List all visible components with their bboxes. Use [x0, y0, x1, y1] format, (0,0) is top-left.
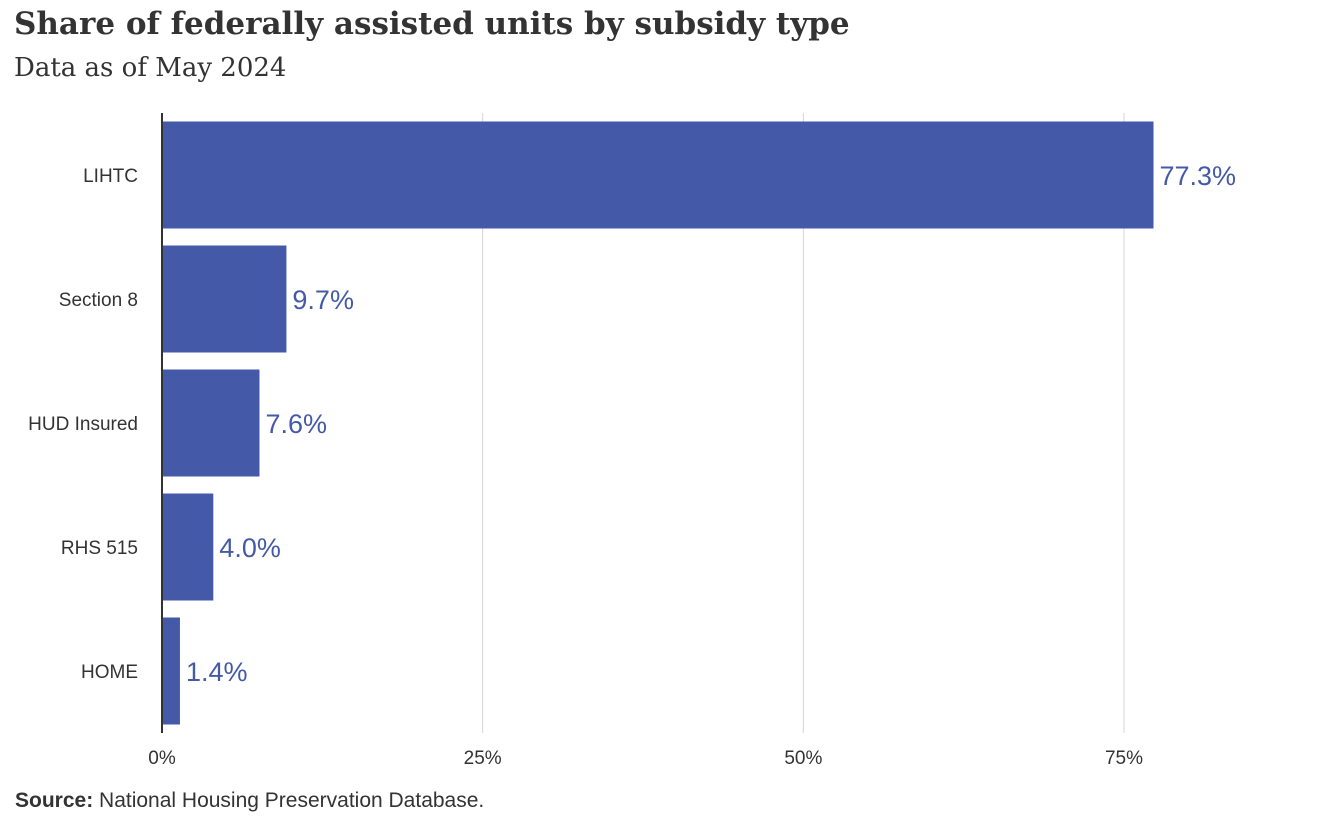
category-labels: LIHTC Section 8 HUD Insured RHS 515 HOME	[28, 166, 138, 683]
source-note: Source: National Housing Preservation Da…	[15, 789, 484, 813]
value-label: 4.0%	[219, 533, 281, 563]
value-label: 9.7%	[292, 285, 354, 315]
bars	[162, 121, 1154, 725]
x-tick-labels: 0% 25% 50% 75%	[148, 748, 1143, 769]
value-label: 7.6%	[265, 409, 327, 439]
category-label: Section 8	[59, 290, 138, 311]
category-label: RHS 515	[61, 538, 138, 559]
chart-title: Share of federally assisted units by sub…	[14, 6, 850, 42]
value-label: 1.4%	[186, 657, 248, 687]
chart-subtitle: Data as of May 2024	[14, 53, 287, 83]
value-labels: 77.3% 9.7% 7.6% 4.0% 1.4%	[186, 161, 1236, 687]
bar	[162, 493, 214, 601]
bar	[162, 369, 260, 477]
x-tick-label: 50%	[784, 748, 822, 769]
source-text: National Housing Preservation Database.	[93, 789, 485, 812]
x-tick-label: 25%	[464, 748, 502, 769]
bar	[162, 245, 287, 353]
x-tick-label: 0%	[148, 748, 176, 769]
x-tick-label: 75%	[1105, 748, 1143, 769]
category-label: LIHTC	[83, 166, 138, 187]
category-label: HUD Insured	[28, 414, 138, 435]
value-label: 77.3%	[1160, 161, 1237, 191]
category-label: HOME	[81, 662, 138, 683]
bar	[162, 121, 1154, 229]
bar	[162, 617, 180, 725]
source-label: Source:	[15, 789, 94, 812]
